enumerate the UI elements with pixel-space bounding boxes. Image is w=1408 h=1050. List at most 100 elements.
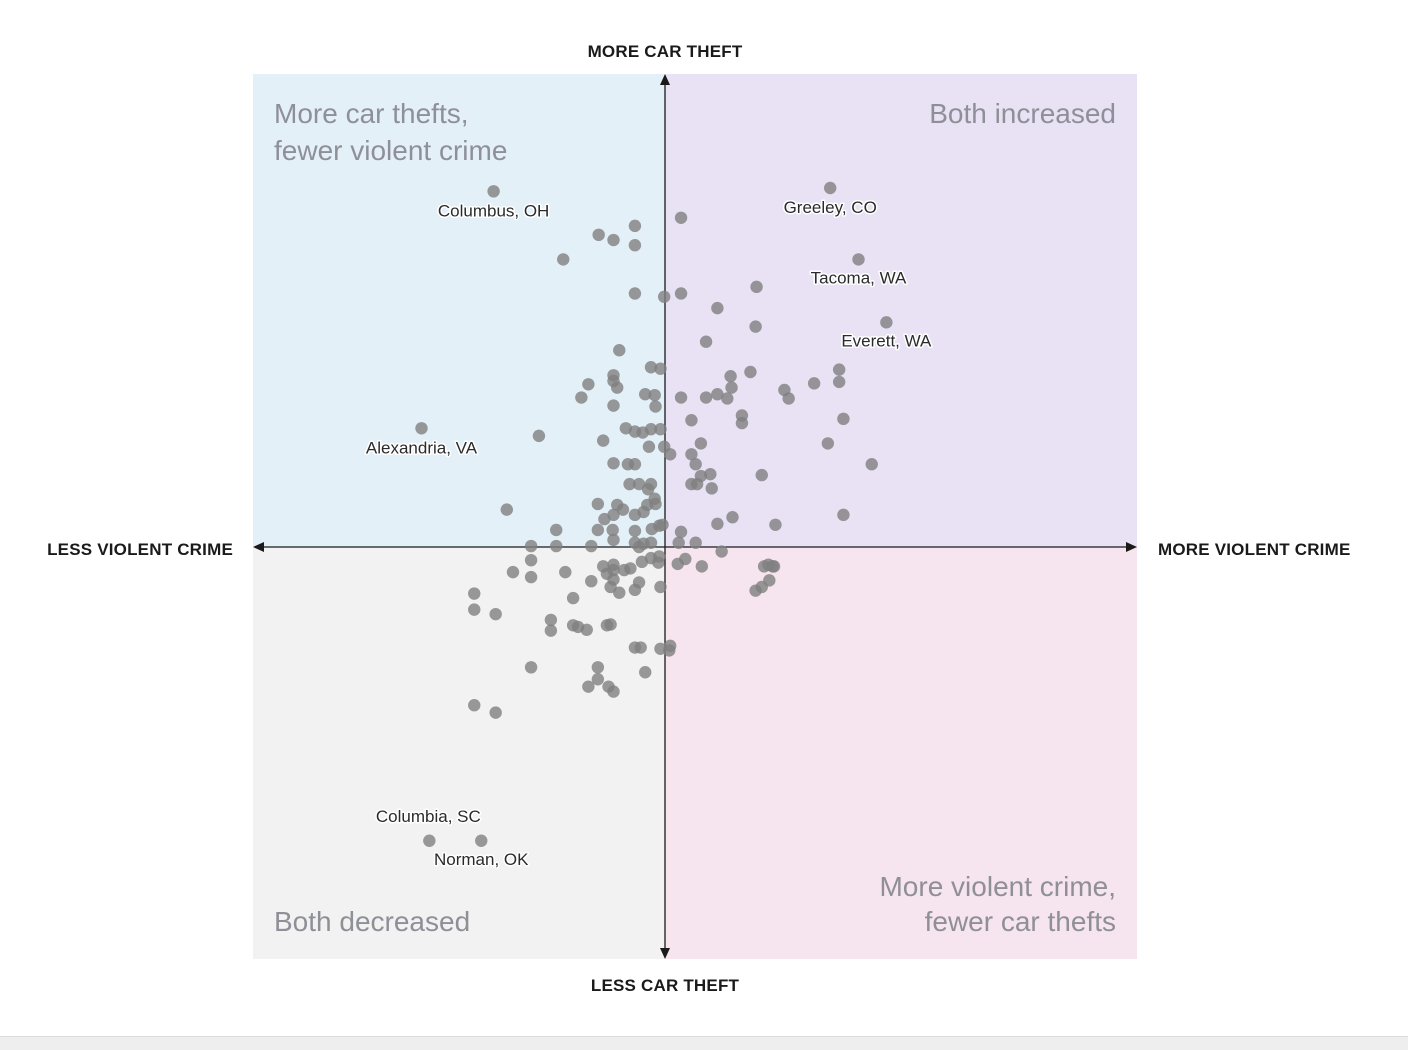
data-point — [750, 280, 763, 294]
data-point — [674, 287, 688, 300]
data-point — [648, 388, 661, 402]
data-point — [585, 574, 598, 588]
data-point — [699, 391, 713, 404]
data-point — [837, 412, 850, 426]
data-point — [532, 429, 546, 443]
data-point — [807, 377, 821, 390]
data-point — [628, 287, 642, 300]
data-point — [624, 562, 637, 575]
data-point — [500, 503, 513, 516]
data-point — [663, 639, 677, 653]
data-point — [689, 458, 702, 471]
city-label: Greeley, CO — [784, 198, 877, 217]
data-point — [524, 539, 538, 553]
data-point — [634, 641, 647, 654]
data-point — [711, 301, 724, 315]
data-point — [672, 536, 685, 549]
data-point — [524, 553, 538, 567]
data-point — [641, 483, 655, 496]
x-axis-positive-label: MORE VIOLENT CRIME — [1158, 540, 1351, 559]
data-point — [837, 508, 850, 522]
data-point — [832, 375, 846, 389]
data-point — [557, 253, 570, 266]
data-point-labeled — [852, 253, 865, 266]
data-point — [674, 525, 688, 539]
footer-bar — [0, 1036, 1408, 1050]
data-points — [415, 181, 893, 847]
data-point — [582, 680, 595, 693]
data-point — [711, 388, 724, 401]
city-label: Columbus, OH — [438, 201, 549, 220]
data-point — [654, 423, 667, 436]
data-point — [735, 409, 749, 422]
data-point — [639, 666, 652, 679]
data-point — [559, 565, 572, 579]
quadrant-bottom-right — [665, 547, 1137, 959]
data-point — [644, 361, 658, 374]
data-point — [725, 381, 738, 394]
data-point — [524, 661, 538, 674]
data-point — [685, 414, 698, 427]
data-point — [611, 381, 624, 394]
data-point — [585, 539, 598, 553]
data-point-labeled — [475, 834, 488, 847]
quadrant-label-bottom-left-line-1: Both decreased — [274, 906, 470, 937]
data-point — [654, 580, 667, 594]
city-label: Tacoma, WA — [811, 268, 907, 287]
data-point — [656, 518, 669, 531]
data-point — [767, 560, 781, 573]
data-point — [506, 565, 520, 579]
data-point — [782, 392, 795, 405]
data-point — [607, 685, 620, 698]
quadrant-bottom-left — [253, 547, 665, 959]
data-point — [653, 550, 666, 563]
data-point — [524, 570, 538, 584]
data-point — [679, 552, 692, 566]
data-point — [704, 467, 717, 481]
data-point — [606, 523, 619, 537]
data-point — [821, 437, 835, 450]
city-label: Everett, WA — [841, 331, 932, 350]
data-point — [724, 370, 737, 383]
data-point — [642, 440, 656, 453]
quadrant-label-bottom-right-line-2: fewer car thefts — [925, 906, 1116, 937]
data-point — [674, 211, 688, 224]
quadrant-label-top-right-line-1: Both increased — [929, 98, 1116, 129]
data-point — [744, 365, 757, 379]
data-point — [607, 399, 620, 412]
quadrant-backgrounds — [253, 74, 1137, 959]
data-point — [749, 320, 762, 333]
quadrant-label-top-left-line-2: fewer violent crime — [274, 135, 507, 166]
data-point — [690, 477, 704, 491]
data-point — [489, 607, 502, 621]
data-point — [489, 706, 502, 719]
data-point — [639, 388, 652, 401]
data-point — [654, 362, 667, 375]
data-point — [726, 511, 739, 524]
data-point — [632, 576, 646, 589]
data-point — [580, 623, 593, 637]
quadrant-label-bottom-right-line-1: More violent crime, — [879, 871, 1116, 902]
x-axis-left-arrow — [253, 542, 264, 552]
data-point — [755, 580, 768, 594]
data-point — [628, 239, 642, 252]
city-label: Alexandria, VA — [366, 438, 478, 457]
data-point — [705, 482, 718, 495]
data-point-labeled — [415, 422, 428, 435]
data-point — [865, 458, 878, 471]
city-label: Columbia, SC — [376, 807, 481, 826]
data-point — [721, 392, 734, 405]
y-axis-positive-label: MORE CAR THEFT — [588, 42, 743, 61]
data-point — [591, 523, 605, 537]
data-point — [715, 545, 728, 558]
x-axis-negative-label: LESS VIOLENT CRIME — [47, 540, 233, 559]
data-point — [769, 518, 782, 531]
data-point — [468, 587, 481, 600]
data-point — [613, 586, 626, 599]
data-point — [699, 335, 713, 348]
axis-end-labels: MORE CAR THEFT LESS CAR THEFT LESS VIOLE… — [47, 42, 1350, 995]
data-point — [468, 603, 481, 616]
data-point-labeled — [824, 181, 837, 195]
data-point — [616, 503, 630, 516]
quadrant-top-left — [253, 74, 665, 547]
